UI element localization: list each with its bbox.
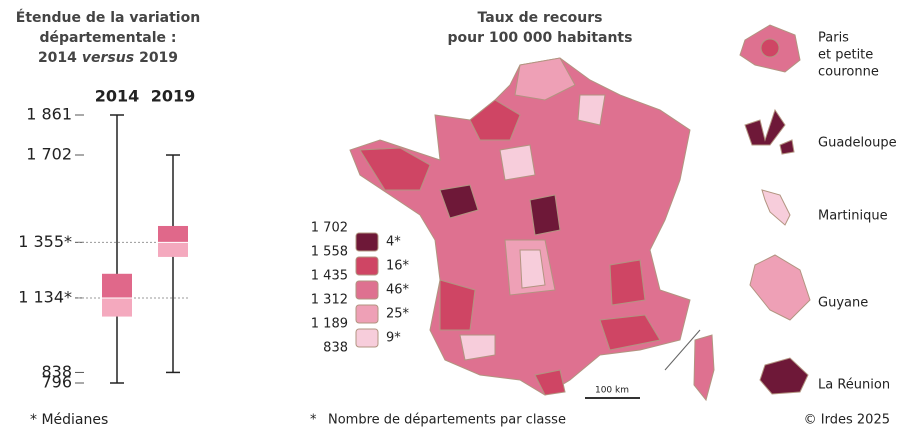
territory-label: Martinique (818, 209, 888, 224)
map-title: pour 100 000 habitants (448, 30, 633, 46)
legend-swatch (355, 304, 379, 324)
territory-label: Paris (818, 31, 849, 46)
territory-label: Guyane (818, 296, 868, 311)
y-tick-label: 1 861 (26, 105, 72, 124)
y-tick-label: 838 (41, 362, 72, 381)
map-title: Taux de recours (478, 10, 603, 26)
legend-break: 1 312 (311, 293, 348, 308)
chart-title: Étendue de la variation (16, 9, 200, 26)
series-name: 2014 (95, 87, 140, 106)
footnote-mark: * (310, 413, 317, 428)
footnote: * Médianes (30, 412, 108, 428)
series-name: 2019 (151, 87, 196, 106)
legend-break: 1 189 (311, 317, 348, 332)
scale-label: 100 km (595, 386, 629, 396)
y-tick-label: 1 134* (18, 287, 72, 306)
box-lower (102, 297, 132, 317)
overseas (739, 24, 811, 395)
year: 2014 (38, 50, 77, 66)
legend-swatch (355, 280, 379, 300)
legend-swatch (355, 232, 379, 252)
legend-count: 16* (386, 259, 410, 274)
chart-subtitle: 2014 versus 2019 (38, 50, 178, 66)
inset-line (664, 329, 701, 371)
credit: © Irdes 2025 (804, 413, 890, 428)
legend-swatch (355, 256, 379, 276)
footnote: Nombre de départements par classe (328, 413, 566, 428)
legend-count: 25* (386, 307, 410, 322)
legend-count: 46* (386, 283, 410, 298)
territory-label: et petite (818, 48, 873, 63)
legend-break: 838 (323, 341, 348, 356)
year: 2019 (139, 50, 178, 66)
chart-title: départementale : (39, 30, 176, 46)
territory-label: couronne (818, 65, 879, 80)
france-map (349, 57, 715, 402)
territory-label: Guadeloupe (818, 136, 897, 151)
legend-swatch (355, 328, 379, 348)
box-upper (102, 273, 132, 298)
territory-label: La Réunion (818, 378, 890, 393)
box-upper (158, 225, 188, 243)
legend-break: 1 702 (311, 221, 348, 236)
y-tick-label: 796 (41, 373, 72, 392)
versus: versus (82, 50, 134, 66)
y-tick-label: 1 355* (18, 232, 72, 251)
box-lower (158, 242, 188, 257)
legend-break: 1 558 (311, 245, 348, 260)
legend-break: 1 435 (311, 269, 348, 284)
y-tick-label: 1 702 (26, 145, 72, 164)
legend-count: 4* (386, 235, 401, 250)
legend-count: 9* (386, 331, 401, 346)
